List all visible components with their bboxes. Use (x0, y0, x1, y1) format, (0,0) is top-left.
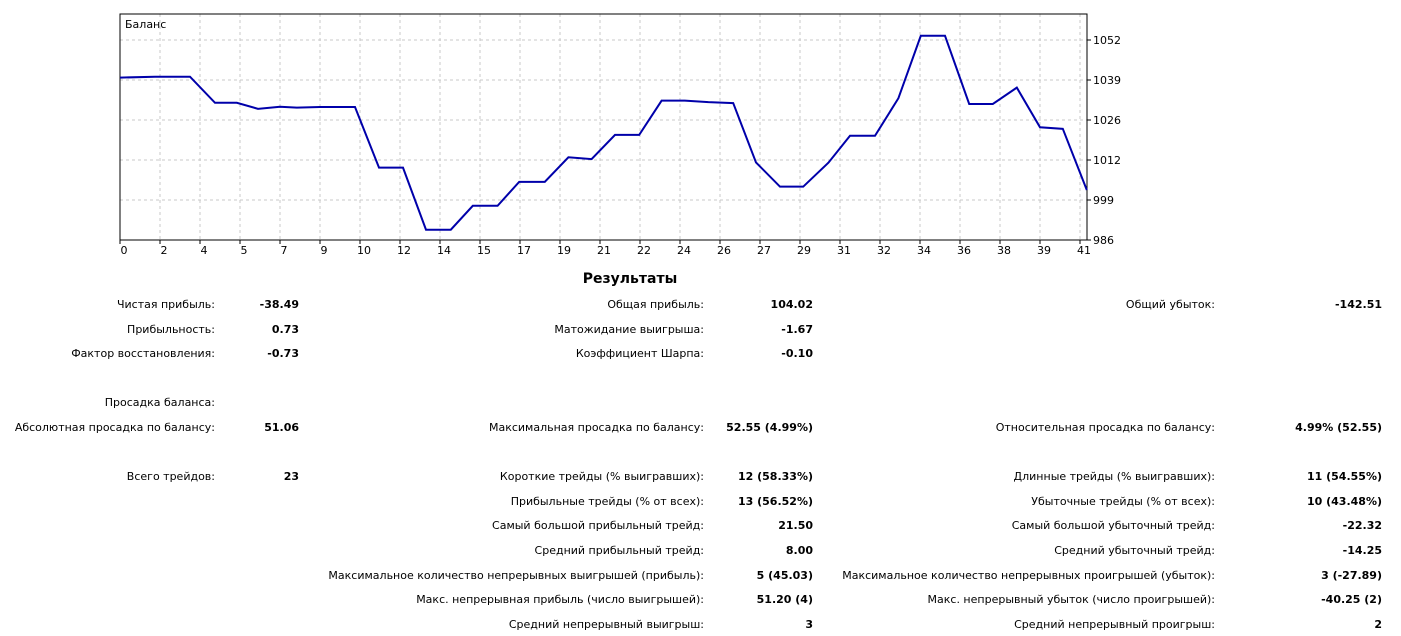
stat-label: Общий убыток: (1126, 298, 1215, 311)
stat-value: -0.73 (267, 347, 299, 360)
stat-value: 3 (805, 618, 813, 631)
stat-label: Фактор восстановления: (71, 347, 215, 360)
stat-label: Короткие трейды (% выигравших): (500, 470, 704, 483)
stat-value: -0.10 (781, 347, 813, 360)
x-tick-label: 32 (877, 244, 891, 257)
x-tick-label: 39 (1037, 244, 1051, 257)
x-tick-label: 17 (517, 244, 531, 257)
stat-label: Макс. непрерывная прибыль (число выигрыш… (416, 593, 704, 606)
stat-label: Матожидание выигрыша: (554, 323, 704, 336)
results-row: Макс. непрерывная прибыль (число выигрыш… (0, 593, 1401, 611)
x-tick-label: 36 (957, 244, 971, 257)
results-title: Результаты (0, 271, 1260, 287)
stat-label: Самый большой прибыльный трейд: (492, 519, 704, 532)
stat-value: -40.25 (2) (1321, 593, 1382, 606)
stat-label: Коэффициент Шарпа: (576, 347, 704, 360)
stat-label: Всего трейдов: (127, 470, 215, 483)
y-tick-label: 999 (1093, 194, 1114, 207)
x-tick-label: 38 (997, 244, 1011, 257)
stat-label: Самый большой убыточный трейд: (1012, 519, 1215, 532)
stat-value: 8.00 (786, 544, 813, 557)
stat-label: Прибыльность: (127, 323, 215, 336)
stat-value: 3 (-27.89) (1321, 569, 1382, 582)
results-row: Максимальное количество непрерывных выиг… (0, 569, 1401, 587)
x-tick-label: 7 (281, 244, 288, 257)
x-tick-label: 29 (797, 244, 811, 257)
stat-value: -1.67 (781, 323, 813, 336)
x-tick-label: 14 (437, 244, 451, 257)
stat-value: 104.02 (771, 298, 813, 311)
y-tick-label: 1012 (1093, 154, 1121, 167)
stat-value: 21.50 (778, 519, 813, 532)
results-row: Средний непрерывный выигрыш: 3 Средний неп… (0, 618, 1401, 636)
y-tick-label: 1039 (1093, 74, 1121, 87)
x-tick-label: 27 (757, 244, 771, 257)
results-row: Средний прибыльный трейд: 8.00 Средний убы… (0, 544, 1401, 562)
stat-label: Длинные трейды (% выигравших): (1014, 470, 1215, 483)
stat-value: 0.73 (272, 323, 299, 336)
stat-value: -14.25 (1343, 544, 1382, 557)
stat-label: Абсолютная просадка по балансу: (15, 421, 215, 434)
x-tick-label: 24 (677, 244, 691, 257)
stat-label: Средний убыточный трейд: (1054, 544, 1215, 557)
stat-value: 52.55 (4.99%) (726, 421, 813, 434)
x-tick-label: 26 (717, 244, 731, 257)
stat-value: 23 (284, 470, 299, 483)
results-row: Просадка баланса: (0, 396, 1401, 414)
stat-label: Максимальное количество непрерывных прои… (842, 569, 1215, 582)
stat-value: 11 (54.55%) (1307, 470, 1382, 483)
x-tick-label: 22 (637, 244, 651, 257)
stat-label: Чистая прибыль: (117, 298, 215, 311)
stat-value: 4.99% (52.55) (1295, 421, 1382, 434)
plot-area (120, 14, 1087, 240)
x-tick-label: 34 (917, 244, 931, 257)
chart-title: Баланс (125, 18, 166, 31)
stat-label: Макс. непрерывный убыток (число проигрыш… (928, 593, 1215, 606)
stat-value: 13 (56.52%) (738, 495, 813, 508)
x-tick-label: 19 (557, 244, 571, 257)
x-tick-label: 10 (357, 244, 371, 257)
x-tick-label: 41 (1077, 244, 1091, 257)
x-tick-label: 31 (837, 244, 851, 257)
x-tick-label: 15 (477, 244, 491, 257)
results-row: Самый большой прибыльный трейд: 21.50 Самы… (0, 519, 1401, 537)
x-tick-label: 5 (241, 244, 248, 257)
stat-label: Убыточные трейды (% от всех): (1031, 495, 1215, 508)
stat-label: Средний непрерывный выигрыш: (509, 618, 704, 631)
stat-value: 5 (45.03) (757, 569, 813, 582)
stat-label: Относительная просадка по балансу: (996, 421, 1215, 434)
results-row: Прибыльные трейды (% от всех): 13 (56.52%… (0, 495, 1401, 513)
stat-value: 12 (58.33%) (738, 470, 813, 483)
x-tick-label: 9 (321, 244, 328, 257)
results-row: Фактор восстановления: -0.73 Коэффициент Ш… (0, 347, 1401, 365)
y-tick-label: 1052 (1093, 34, 1121, 47)
stat-label: Средний непрерывный проигрыш: (1014, 618, 1215, 631)
results-row: Абсолютная просадка по балансу: 51.06 Макс… (0, 421, 1401, 439)
y-tick-label: 1026 (1093, 114, 1121, 127)
stat-value: 10 (43.48%) (1307, 495, 1382, 508)
stat-label: Прибыльные трейды (% от всех): (511, 495, 704, 508)
results-row: Прибыльность: 0.73 Матожидание выигрыша: -1… (0, 323, 1401, 341)
stat-value: -22.32 (1343, 519, 1382, 532)
results-row: Всего трейдов: 23 Короткие трейды (% выигр… (0, 470, 1401, 488)
stat-label: Максимальное количество непрерывных выиг… (328, 569, 704, 582)
stat-label: Максимальная просадка по балансу: (489, 421, 704, 434)
stat-value: 2 (1374, 618, 1382, 631)
stat-value: 51.06 (264, 421, 299, 434)
stat-label: Общая прибыль: (607, 298, 704, 311)
x-tick-label: 12 (397, 244, 411, 257)
stat-value: 51.20 (4) (757, 593, 813, 606)
stat-value: -142.51 (1335, 298, 1382, 311)
stat-label: Средний прибыльный трейд: (535, 544, 704, 557)
x-tick-label: 4 (201, 244, 208, 257)
y-tick-label: 986 (1093, 234, 1114, 247)
stat-value: -38.49 (260, 298, 299, 311)
x-tick-label: 2 (161, 244, 168, 257)
x-tick-label: 0 (121, 244, 128, 257)
stat-label: Просадка баланса: (105, 396, 215, 409)
results-row: Чистая прибыль: -38.49 Общая прибыль: 104.0… (0, 298, 1401, 316)
x-tick-label: 21 (597, 244, 611, 257)
